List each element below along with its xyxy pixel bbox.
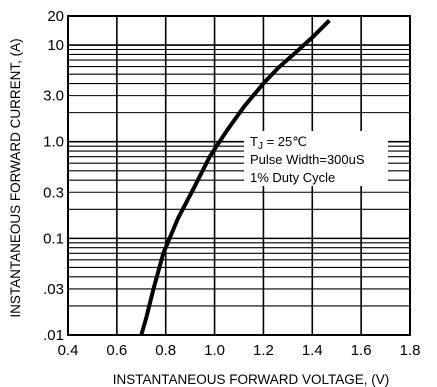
tj-symbol: T — [250, 134, 258, 149]
tick-labels: 0.4 0.6 0.8 1.0 1.2 1.4 1.6 1.8 20 10 3.0 1.0 0.3 0.1… — [43, 8, 420, 359]
x-tick-label: 1.0 — [204, 342, 225, 359]
tj-value: = 25℃ — [263, 134, 307, 149]
x-tick-label: 1.2 — [253, 342, 274, 359]
x-axis-label: INSTANTANEOUS FORWARD VOLTAGE, (V) — [113, 372, 390, 387]
y-tick-label: 1.0 — [43, 134, 64, 151]
plot-frame — [67, 15, 411, 336]
x-tick-label: 0.8 — [155, 342, 176, 359]
annotation-background — [244, 131, 388, 186]
forward-current-curve — [139, 18, 331, 336]
y-tick-label: 10 — [47, 37, 64, 54]
x-tick-label: 0.4 — [58, 342, 79, 359]
annotation-duty-cycle: 1% Duty Cycle — [250, 170, 335, 185]
y-axis-label: INSTANTANEOUS FORWARD CURRENT, (A) — [8, 38, 23, 317]
y-tick-label: 0.3 — [43, 184, 64, 201]
x-tick-label: 1.6 — [351, 342, 372, 359]
y-tick-label: .01 — [43, 327, 64, 344]
y-tick-label: 3.0 — [43, 88, 64, 105]
tj-subscript: J — [258, 141, 263, 152]
conditions-annotation: TJ = 25℃ Pulse Width=300uS 1% Duty Cycle — [244, 131, 388, 186]
annotation-tj: TJ = 25℃ — [250, 134, 307, 152]
x-tick-label: 0.6 — [106, 342, 127, 359]
y-tick-label: .03 — [43, 281, 64, 298]
x-tick-label: 1.8 — [400, 342, 421, 359]
y-tick-label: 0.1 — [43, 230, 64, 247]
y-tick-label: 20 — [47, 8, 64, 25]
annotation-pulse-width: Pulse Width=300uS — [250, 152, 365, 167]
x-tick-label: 1.4 — [302, 342, 323, 359]
series-layer — [139, 18, 331, 336]
